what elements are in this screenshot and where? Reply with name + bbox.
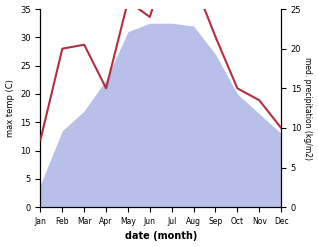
Y-axis label: max temp (C): max temp (C) [5,79,15,137]
X-axis label: date (month): date (month) [125,231,197,242]
Y-axis label: med. precipitation (kg/m2): med. precipitation (kg/m2) [303,57,313,160]
